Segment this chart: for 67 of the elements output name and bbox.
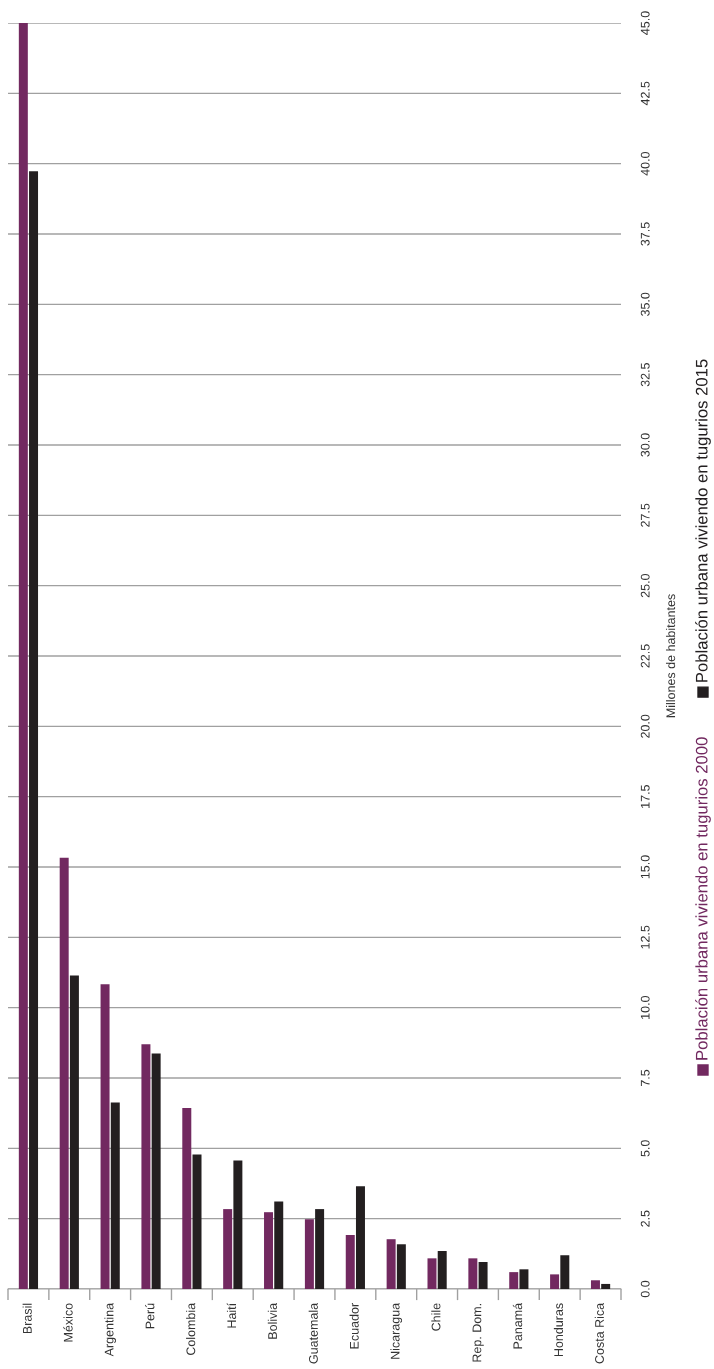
y-tick-label: 10.0 — [640, 995, 650, 1019]
bar — [223, 1209, 233, 1289]
x-tick-label: Haití — [226, 1302, 237, 1328]
bar — [396, 1244, 406, 1289]
bar — [29, 171, 39, 1289]
y-tick-label: 35.0 — [640, 292, 650, 317]
x-tick-label: Guatemala — [308, 1302, 318, 1364]
y-tick-label: 17.5 — [640, 785, 650, 808]
bar — [264, 1212, 274, 1289]
y-tick-label: 42.5 — [640, 81, 650, 106]
x-tick-label: Costa Rica — [594, 1302, 604, 1364]
bar — [182, 1108, 192, 1289]
bar — [468, 1258, 478, 1289]
y-tick-label: 2.5 — [640, 1210, 650, 1227]
bar — [274, 1201, 284, 1289]
x-tick-label: Perú — [145, 1303, 155, 1329]
bar — [427, 1258, 437, 1289]
text: Población urbana viviendo en tugurios 2015 — [695, 359, 711, 682]
x-tick-label: Nicaragua — [390, 1302, 403, 1359]
bar — [59, 857, 69, 1289]
y-axis-title: Millones de habitantes — [665, 594, 676, 718]
bar — [478, 1261, 488, 1289]
bar — [386, 1239, 396, 1289]
x-tick-label: México — [63, 1303, 73, 1342]
bar — [509, 1272, 519, 1289]
x-tick-label: Brasil — [22, 1303, 32, 1334]
bar — [192, 1154, 202, 1289]
x-tick-label: Argentina — [104, 1302, 116, 1357]
y-tick-label: 27.5 — [640, 503, 650, 527]
bar — [100, 984, 110, 1289]
x-tick-label: Chile — [431, 1303, 441, 1331]
y-tick-label: 45.0 — [640, 11, 650, 35]
y-tick-label: 15.0 — [640, 855, 650, 879]
y-tick-label: 37.5 — [640, 222, 650, 246]
y-tick-label: 5.0 — [640, 1140, 650, 1157]
text: Población urbana viviendo en tugurios 2000 — [695, 737, 711, 1060]
y-tick-label: 32.5 — [640, 363, 650, 387]
bar — [110, 1102, 120, 1289]
bar — [519, 1269, 529, 1289]
bar — [560, 1255, 570, 1289]
y-tick-label: 0.0 — [640, 1280, 650, 1298]
bar — [304, 1219, 314, 1289]
bar — [437, 1251, 447, 1289]
y-tick-label: 30.0 — [640, 433, 650, 457]
bar — [345, 1234, 355, 1289]
bar — [601, 1283, 611, 1289]
y-tick-label: 40.0 — [640, 151, 650, 176]
bar — [141, 1044, 151, 1289]
bar — [315, 1209, 325, 1289]
x-tick-label: Rep. Dom. — [472, 1304, 484, 1362]
bar — [590, 1280, 600, 1289]
bar — [151, 1053, 161, 1289]
x-tick-label: Bolivia — [267, 1302, 277, 1339]
bar — [233, 1160, 243, 1289]
y-tick-label: 12.5 — [640, 925, 650, 949]
bar — [18, 23, 28, 1289]
bar — [355, 1186, 365, 1289]
y-tick-label: 20.0 — [640, 714, 650, 738]
x-tick-label: Panamá — [512, 1302, 523, 1349]
bar — [550, 1274, 560, 1289]
x-tick-label: Ecuador — [349, 1303, 359, 1349]
x-tick-label: Colombia — [186, 1302, 196, 1356]
y-tick-label: 25.0 — [640, 573, 650, 598]
x-tick-label: Honduras — [553, 1303, 564, 1357]
bar — [69, 975, 79, 1289]
y-tick-label: 22.5 — [640, 644, 650, 668]
y-tick-label: 7.5 — [640, 1069, 650, 1087]
